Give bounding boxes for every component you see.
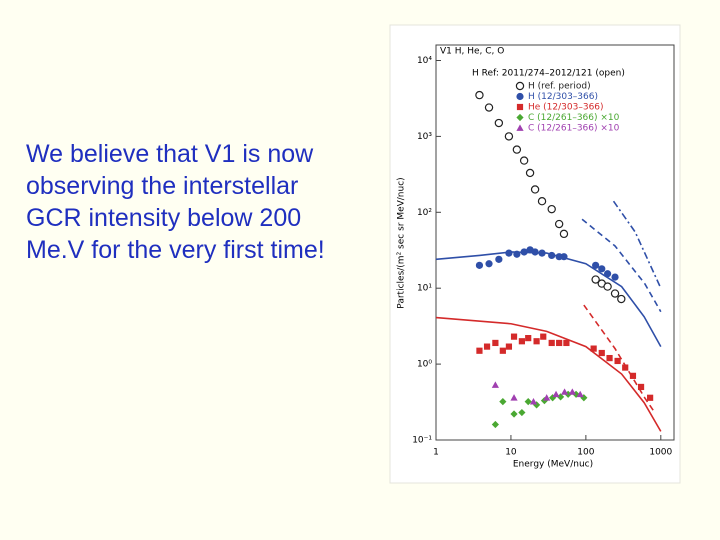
marker <box>647 394 654 401</box>
y-tick-label: 10² <box>417 208 432 218</box>
marker <box>598 349 605 357</box>
marker <box>485 260 493 268</box>
marker <box>491 420 499 429</box>
marker <box>598 265 606 273</box>
text-line: observing the interstellar <box>26 172 299 200</box>
marker <box>525 335 532 342</box>
marker <box>592 261 600 269</box>
legend-label: H (ref. period) <box>528 82 591 92</box>
marker <box>499 347 506 354</box>
marker <box>505 343 513 350</box>
x-tick-label: 100 <box>577 448 594 458</box>
text-line: Me.V for the very first time! <box>26 236 325 264</box>
x-tick-label: 10 <box>505 448 517 458</box>
marker <box>504 132 514 141</box>
marker <box>532 401 541 409</box>
marker <box>591 275 600 284</box>
y-tick-label: 10⁻¹ <box>412 436 432 446</box>
marker <box>560 388 569 395</box>
marker <box>483 343 491 350</box>
legend-marker <box>516 103 524 111</box>
marker <box>603 282 612 291</box>
legend-marker <box>516 124 524 131</box>
legend-label: C (12/261–366) ×10 <box>528 113 620 123</box>
marker <box>530 185 540 194</box>
y-tick-label: 10⁰ <box>417 360 432 370</box>
marker <box>533 338 540 345</box>
marker <box>552 390 560 398</box>
marker <box>617 294 626 304</box>
marker <box>564 390 572 398</box>
marker <box>495 255 503 263</box>
plot-frame <box>435 44 675 441</box>
legend-marker <box>515 81 525 91</box>
x-tick-label: 1 <box>433 448 439 458</box>
marker <box>491 381 499 388</box>
model-curve <box>612 200 662 289</box>
marker <box>512 145 522 154</box>
marker <box>543 394 551 401</box>
marker <box>529 398 538 405</box>
y-tick-label: 10¹ <box>417 284 432 294</box>
model-curve <box>581 218 662 313</box>
marker <box>606 354 613 362</box>
marker <box>547 204 556 214</box>
marker <box>499 398 507 406</box>
x-axis-label: Energy (MeV/nuc) <box>513 460 593 470</box>
y-tick-label: 10⁴ <box>417 56 432 66</box>
marker <box>494 118 504 128</box>
marker <box>476 347 483 354</box>
marker <box>518 338 525 345</box>
slide-text: We believe that V1 is now observing the … <box>26 138 376 266</box>
model-curve <box>583 304 656 413</box>
marker <box>510 394 518 401</box>
marker <box>537 197 547 206</box>
marker <box>510 410 518 418</box>
marker <box>556 393 565 401</box>
y-axis-label: Particles/(m² sec sr MeV/nuc) <box>397 177 407 308</box>
text-line: We believe that V1 is now <box>26 140 314 168</box>
marker <box>524 398 532 406</box>
marker <box>622 364 629 371</box>
marker <box>518 408 526 417</box>
x-tick-label: 1000 <box>649 448 672 458</box>
marker <box>568 388 576 395</box>
marker <box>519 156 529 165</box>
marker <box>554 219 564 229</box>
y-tick-label: 10³ <box>417 132 432 142</box>
marker <box>576 390 584 398</box>
marker <box>540 333 547 340</box>
legend-label: He (12/303–366) <box>528 103 604 113</box>
marker <box>559 229 569 239</box>
marker <box>610 289 620 298</box>
legend-label: H (12/303–366) <box>528 92 598 102</box>
marker <box>614 357 621 365</box>
annotation: H Ref: 2011/274–2012/121 (open) <box>472 69 625 79</box>
marker <box>556 339 563 347</box>
marker <box>611 273 619 281</box>
marker <box>484 103 494 112</box>
legend-marker <box>516 113 524 122</box>
marker <box>629 372 637 379</box>
marker <box>548 339 555 347</box>
text-line: GCR intensity below 200 <box>26 204 302 232</box>
chart-title: V1 H, He, C, O <box>440 47 504 57</box>
marker <box>492 339 499 347</box>
model-curve <box>435 316 662 432</box>
marker <box>525 168 535 178</box>
marker <box>590 345 597 352</box>
legend-label: C (12/261–366) ×10 <box>528 124 620 134</box>
marker <box>475 90 484 100</box>
legend-marker <box>516 92 524 101</box>
marker <box>475 261 484 269</box>
model-curve <box>435 251 662 347</box>
marker <box>510 333 518 340</box>
marker <box>637 383 645 391</box>
marker <box>563 339 570 347</box>
